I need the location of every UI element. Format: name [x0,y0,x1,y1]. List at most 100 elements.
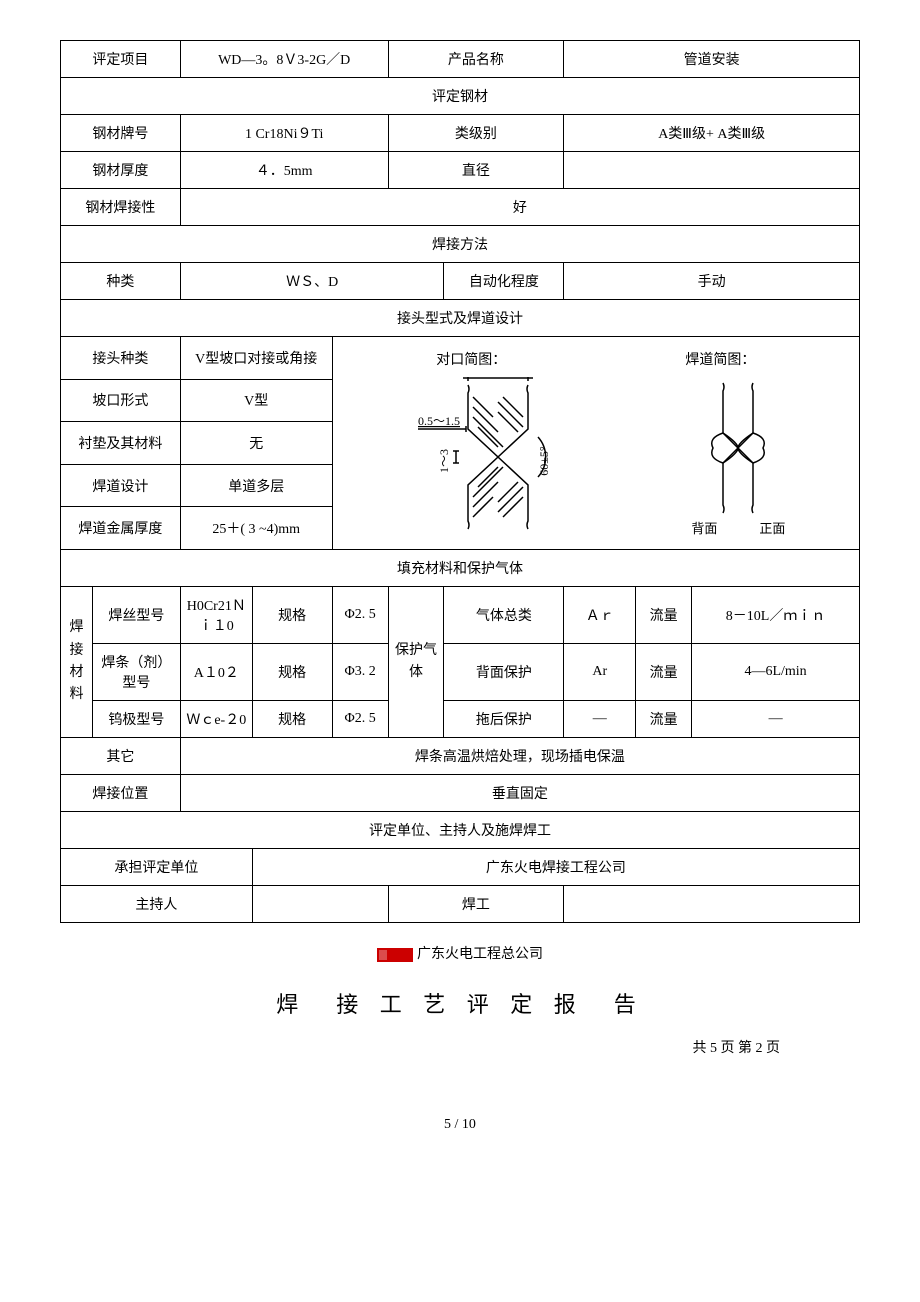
back-face-label: 背面 [691,518,717,537]
row-other: 其它 焊条高温烘焙处理，现场插电保温 [61,738,860,775]
groove-label: 坡口形式 [61,379,181,422]
welding-spec-table: 评定项目 WD—3。8Ｖ3-2G／D 产品名称 管道安装 评定钢材 钢材牌号 1… [60,40,860,923]
gas-total-flow-label: 流量 [636,587,692,644]
steel-grade-label: 钢材牌号 [61,115,181,152]
groove-diagram: δ 0.5～1.5 60±5° 1～3 [398,377,568,537]
trail-flow-label: 流量 [636,701,692,738]
row-steel-grade: 钢材牌号 1 Cr18Ni９Ti 类级别 A类Ⅲ级+ A类Ⅲ级 [61,115,860,152]
company-logo-icon [377,948,413,962]
diagram-1-label: 对口简图： [436,349,506,369]
pad-value: 无 [180,422,332,465]
wire-spec-value: Φ2. 5 [332,587,388,644]
joint-diagram-cell: 对口简图： 焊道简图： [332,337,859,550]
row-unit-host: 主持人 焊工 [61,886,860,923]
trail-protect-label: 拖后保护 [444,701,564,738]
material-vertical-label: 焊接材料 [61,587,93,738]
rod-value: A１0２ [180,644,252,701]
footer-company-line: 广东火电工程总公司 [60,943,860,963]
bead-design-label: 焊道设计 [61,464,181,507]
trail-protect-value: — [564,701,636,738]
gas-total-value: Ａｒ [564,587,636,644]
steel-thick-value: ４．5mm [180,152,388,189]
joint-type-value: V型坡口对接或角接 [180,337,332,380]
row-steel-thickness: 钢材厚度 ４．5mm 直径 [61,152,860,189]
row-steel-weldability: 钢材焊接性 好 [61,189,860,226]
unit-header: 评定单位、主持人及施焊焊工 [61,812,860,849]
other-value: 焊条高温烘焙处理，现场插电保温 [180,738,859,775]
row-unit-org: 承担评定单位 广东火电焊接工程公司 [61,849,860,886]
footer-company-text: 广东火电工程总公司 [417,947,543,962]
position-value: 垂直固定 [180,775,859,812]
wire-label: 焊丝型号 [92,587,180,644]
tung-spec-label: 规格 [252,701,332,738]
method-auto-label: 自动化程度 [444,263,564,300]
method-header: 焊接方法 [61,226,860,263]
page-info: 共 5 页 第 2 页 [60,1037,860,1057]
groove-value: V型 [180,379,332,422]
steel-grade-value: 1 Cr18Ni９Ti [180,115,388,152]
bead-diagram [683,378,793,518]
rod-spec-label: 规格 [252,644,332,701]
back-flow-value: 4—6L/min [692,644,860,701]
row-rod: 焊条（剂）型号 A１0２ 规格 Φ3. 2 背面保护 Ar 流量 4—6L/mi… [61,644,860,701]
report-title: 焊 接 工 艺 评 定 报 告 [60,987,860,1019]
diagram-2-label: 焊道简图： [685,349,755,369]
row-project: 评定项目 WD—3。8Ｖ3-2G／D 产品名称 管道安装 [61,41,860,78]
unit-welder-label: 焊工 [388,886,564,923]
joint-type-label: 接头种类 [61,337,181,380]
steel-header: 评定钢材 [61,78,860,115]
wire-value: H0Cr21Ｎｉ１0 [180,587,252,644]
project-value: WD—3。8Ｖ3-2G／D [180,41,388,78]
row-tungsten: 钨极型号 Ｗｃe-２0 规格 Φ2. 5 拖后保护 — 流量 — [61,701,860,738]
steel-diam-value [564,152,860,189]
back-protect-label: 背面保护 [444,644,564,701]
other-label: 其它 [61,738,181,775]
gap-text: 0.5～1.5 [418,414,460,428]
product-label: 产品名称 [388,41,564,78]
page-number: 5 / 10 [60,1117,860,1133]
bead-diagram-wrap: 背面 正面 [683,378,793,537]
steel-weld-label: 钢材焊接性 [61,189,181,226]
unit-welder-value [564,886,860,923]
unit-org-label: 承担评定单位 [61,849,253,886]
tung-spec-value: Φ2. 5 [332,701,388,738]
method-kind-value: ＷＳ、D [180,263,444,300]
back-flow-label: 流量 [636,644,692,701]
wire-spec-label: 规格 [252,587,332,644]
gas-total-label: 气体总类 [444,587,564,644]
rod-label: 焊条（剂）型号 [92,644,180,701]
row-method: 种类 ＷＳ、D 自动化程度 手动 [61,263,860,300]
method-kind-label: 种类 [61,263,181,300]
tung-label: 钨极型号 [92,701,180,738]
filler-header: 填充材料和保护气体 [61,550,860,587]
pad-label: 衬垫及其材料 [61,422,181,465]
steel-weld-value: 好 [180,189,859,226]
method-auto-value: 手动 [564,263,860,300]
gas-vertical-label: 保护气体 [388,587,444,738]
bead-thick-label: 焊道金属厚度 [61,507,181,550]
steel-class-label: 类级别 [388,115,564,152]
tung-value: Ｗｃe-２0 [180,701,252,738]
position-label: 焊接位置 [61,775,181,812]
root-text: 1～3 [437,449,451,473]
front-face-label: 正面 [759,518,785,537]
unit-host-label: 主持人 [61,886,253,923]
steel-thick-label: 钢材厚度 [61,152,181,189]
unit-host-value [252,886,388,923]
bead-design-value: 单道多层 [180,464,332,507]
angle-text: 60±5° [537,446,551,476]
project-label: 评定项目 [61,41,181,78]
joint-header: 接头型式及焊道设计 [61,300,860,337]
unit-org-value: 广东火电焊接工程公司 [252,849,859,886]
row-position: 焊接位置 垂直固定 [61,775,860,812]
rod-spec-value: Φ3. 2 [332,644,388,701]
gas-total-flow-value: 8－10L／ｍｉｎ [692,587,860,644]
steel-diam-label: 直径 [388,152,564,189]
bead-thick-value: 25＋( 3 ~4)mm [180,507,332,550]
product-value: 管道安装 [564,41,860,78]
back-protect-value: Ar [564,644,636,701]
trail-flow-value: — [692,701,860,738]
row-wire: 焊接材料 焊丝型号 H0Cr21Ｎｉ１0 规格 Φ2. 5 保护气体 气体总类 … [61,587,860,644]
row-joint-type: 接头种类 V型坡口对接或角接 对口简图： 焊道简图： [61,337,860,380]
steel-class-value: A类Ⅲ级+ A类Ⅲ级 [564,115,860,152]
